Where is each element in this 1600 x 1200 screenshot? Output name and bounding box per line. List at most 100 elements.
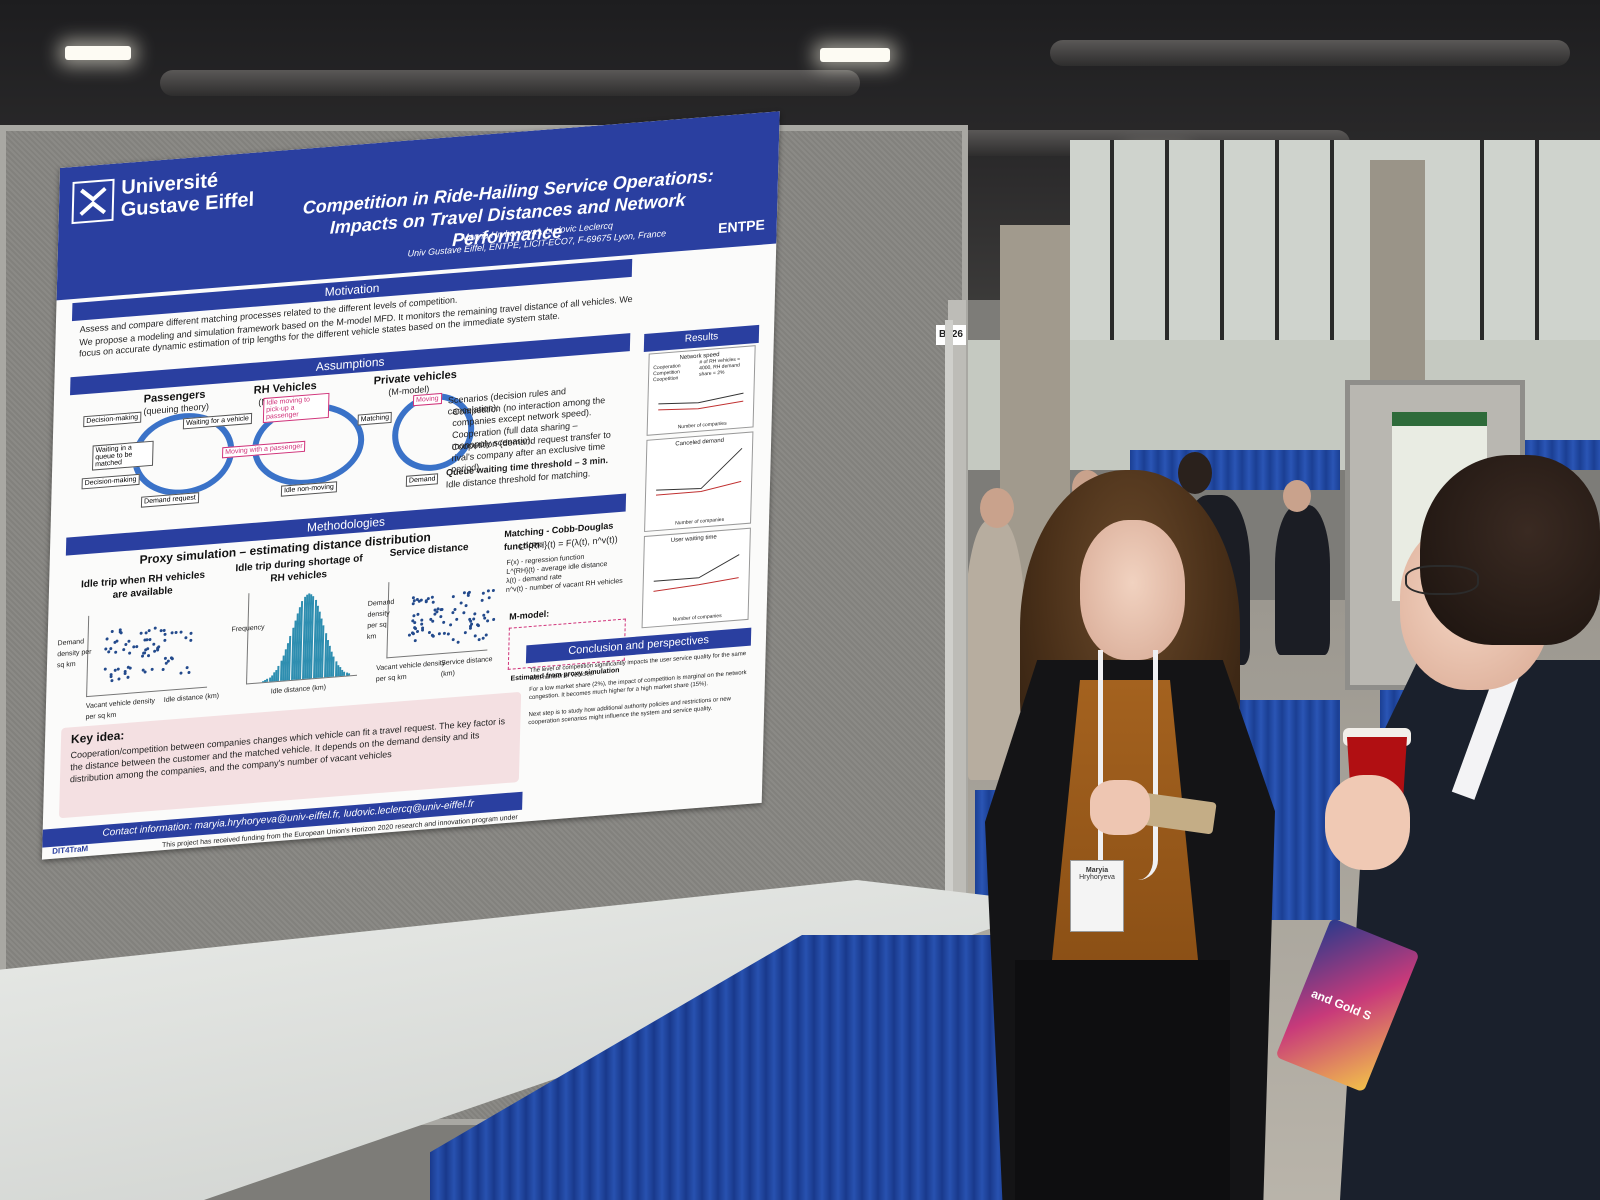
university-logo-icon (71, 178, 115, 225)
scatter-dot (451, 637, 455, 641)
scatter-dot (487, 596, 491, 600)
scatter-dot (109, 646, 113, 651)
scatter-dot (123, 669, 127, 673)
scatter-plot-service-distance (386, 574, 496, 659)
scatter-dot (163, 632, 168, 636)
results-line-chart (658, 392, 744, 411)
scatter-dot (146, 646, 150, 651)
scatter-dot (481, 636, 485, 641)
diagram-box: Matching (357, 411, 393, 426)
scatter-dot (166, 659, 170, 663)
scatter-dot (452, 595, 456, 599)
visitor-hair (1420, 455, 1600, 645)
scatter-dot (144, 630, 148, 635)
results-line-chart (653, 554, 740, 592)
presenter-pants (1015, 960, 1230, 1200)
diagram-box: Decision-making (83, 411, 142, 428)
scatter-dot (486, 610, 490, 614)
window-mullion (1535, 140, 1539, 350)
scatter-dot (114, 650, 118, 655)
scatter-dot (153, 626, 157, 630)
scatter-dot (179, 671, 183, 676)
scatter-dot (161, 668, 166, 672)
scatter-dot (128, 651, 132, 656)
presenter-hand (1090, 780, 1150, 835)
visitor-hand (1325, 775, 1410, 870)
results-plot-network-speed: Network speed Cooperation Competition Co… (646, 345, 756, 436)
scatter-dot (126, 675, 130, 679)
scatter-dot (147, 654, 151, 658)
results-line-chart (655, 447, 743, 496)
key-idea-text: Cooperation/competition between companie… (69, 716, 506, 785)
scatter-dot (485, 619, 489, 623)
scatter-dot (185, 666, 190, 670)
scatter-dot (412, 621, 416, 625)
scatter-dot (420, 622, 424, 626)
background-person-head (1283, 480, 1311, 512)
scatter-dot (150, 667, 155, 671)
window-mullion (1165, 140, 1169, 350)
scatter-dot (411, 602, 415, 606)
scatter-dot (159, 629, 163, 633)
scatter-dot (416, 612, 420, 616)
scatter-dot (477, 637, 481, 641)
scatter-dot (472, 617, 476, 622)
scatter-dot (189, 638, 193, 643)
plot3-axis-label: Vacant vehicle density per sq km (375, 659, 446, 684)
scatter-dot (413, 627, 417, 631)
badge-last-name: Hryhoryeva (1079, 874, 1115, 881)
plot3-axis-label: Demand density per sq km (366, 598, 395, 641)
scatter-dot (455, 617, 459, 621)
scatter-dot (415, 629, 419, 634)
results-plot-waiting-time: User waiting time Number of companies (641, 527, 751, 629)
scatter-dot (431, 595, 435, 599)
window-mullion (1110, 140, 1114, 350)
scatter-dot (468, 626, 472, 630)
scatter-dot (116, 667, 120, 671)
ceiling-duct (160, 70, 860, 96)
scatter-dot (435, 610, 439, 614)
scatter-dot (179, 630, 183, 635)
scatter-dot (486, 589, 490, 593)
dit4tram-logo: DIT4TraM (52, 844, 89, 856)
histogram-bar (347, 673, 350, 676)
eyeglasses (1405, 565, 1479, 595)
scatter-dot (107, 649, 111, 654)
scatter-dot (448, 623, 452, 627)
ceiling-light (65, 46, 131, 60)
scatter-dot (132, 645, 136, 649)
poster-header: Université Gustave Eiffel Competition in… (56, 111, 780, 301)
scatter-dot (451, 610, 455, 614)
scatter-dot (425, 600, 429, 604)
scatter-dot (162, 628, 166, 632)
brick-pillar (1370, 160, 1425, 390)
window-mullion (1220, 140, 1224, 350)
brochure-text: and Gold S (1309, 986, 1374, 1024)
plot1-axis-label: Vacant vehicle density per sq km (85, 697, 156, 722)
diagram-box: Waiting in a queue to be matched (92, 440, 154, 471)
plot1-axis-label: Demand density per sq km (56, 638, 92, 670)
badge-first-name: Maryia (1085, 867, 1109, 874)
scatter-dot (412, 614, 416, 618)
scatter-dot (105, 637, 109, 641)
diagram-box: Decision-making (81, 473, 140, 490)
scatter-dot (139, 632, 143, 636)
scatter-dot (103, 647, 107, 651)
presenter-lanyard (1098, 650, 1158, 880)
results-x-label: Number of companies (675, 516, 725, 527)
scatter-dot (417, 599, 421, 603)
plot3-axis-label: Service distance (km) (440, 656, 493, 679)
scatter-dot (163, 638, 167, 643)
scatter-dot (140, 654, 144, 658)
scatter-dot (113, 668, 118, 672)
scatter-dot (148, 628, 152, 632)
diagram-box: Idle moving to pick-up a passenger (262, 392, 330, 424)
scatter-dot (464, 603, 468, 607)
entpe-logo: ENTPE (717, 216, 766, 237)
scatter-plot-idle-available (86, 606, 210, 698)
scatter-dot (420, 626, 424, 630)
research-poster: Université Gustave Eiffel Competition in… (41, 111, 780, 860)
scatter-dot (432, 634, 436, 638)
presenter-face (1080, 520, 1185, 660)
scatter-dot (459, 601, 463, 605)
